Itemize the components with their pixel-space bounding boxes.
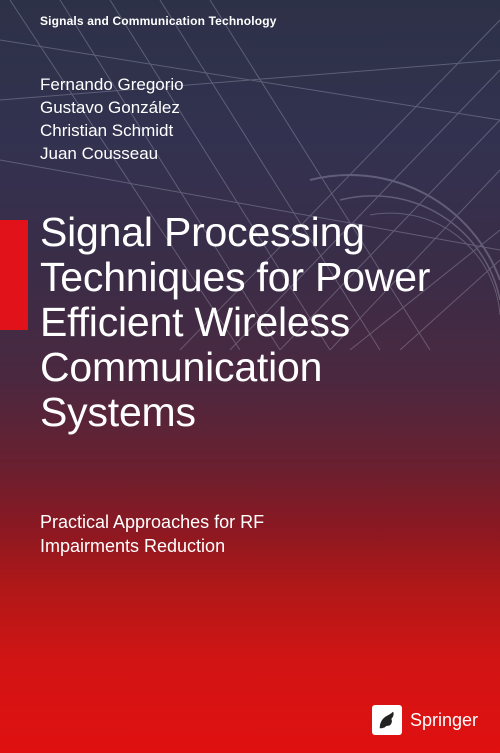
author-name: Juan Cousseau [40, 143, 184, 166]
series-title: Signals and Communication Technology [40, 14, 277, 28]
book-subtitle: Practical Approaches for RF Impairments … [40, 510, 264, 559]
book-title: Signal Processing Techniques for Power E… [40, 210, 470, 435]
subtitle-line: Impairments Reduction [40, 534, 264, 558]
accent-red-bar [0, 220, 28, 330]
book-cover: Signals and Communication Technology Fer… [0, 0, 500, 753]
author-name: Gustavo González [40, 97, 184, 120]
publisher-block: Springer [372, 705, 478, 735]
subtitle-line: Practical Approaches for RF [40, 510, 264, 534]
publisher-name: Springer [410, 710, 478, 731]
author-name: Christian Schmidt [40, 120, 184, 143]
author-list: Fernando Gregorio Gustavo González Chris… [40, 74, 184, 166]
author-name: Fernando Gregorio [40, 74, 184, 97]
springer-horse-icon [372, 705, 402, 735]
